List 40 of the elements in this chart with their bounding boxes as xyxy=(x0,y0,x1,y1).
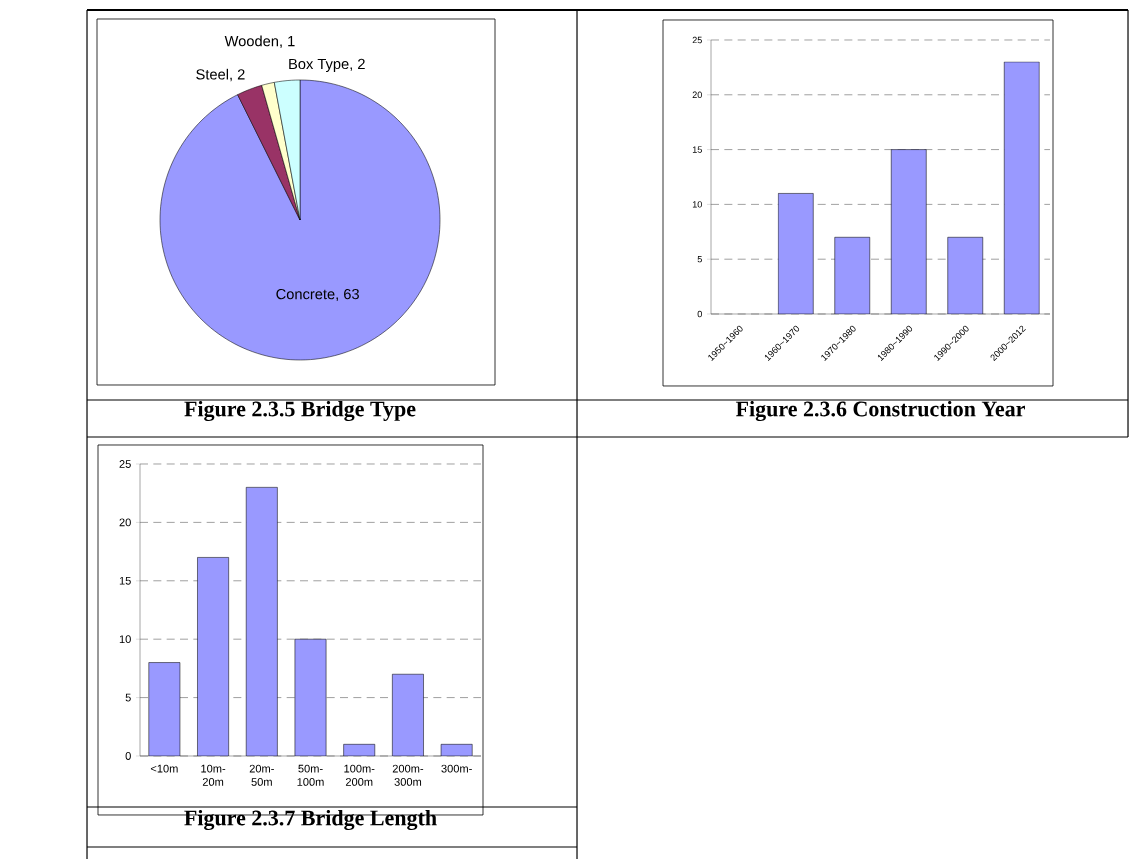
y-tick-label: 15 xyxy=(119,576,131,585)
text: Figure 2.3.5 Bridge Type xyxy=(184,400,416,422)
text: Figure 2.3.7 Bridge Length xyxy=(184,809,437,831)
bar xyxy=(197,557,229,756)
bar xyxy=(1003,61,1040,314)
data-label: , 1 xyxy=(280,36,295,49)
data-label: , 2 xyxy=(230,69,245,82)
data-label: , 63 xyxy=(336,288,359,302)
bar xyxy=(947,237,984,314)
slice-label: Concrete xyxy=(276,288,335,300)
bar xyxy=(777,193,814,314)
data-label: , 2 xyxy=(350,58,365,71)
slice-label: Wooden xyxy=(224,35,278,47)
x-tick-label: <10m xyxy=(150,764,178,773)
x-tick-label: 200m-300m xyxy=(392,764,424,786)
y-tick-label: 25 xyxy=(119,460,131,468)
y-tick-label: 10 xyxy=(692,201,702,208)
slice-label: Box Type xyxy=(289,58,349,73)
y-tick-label: 10 xyxy=(119,635,131,644)
y-tick-label: 20 xyxy=(119,518,131,527)
y-tick-label: 5 xyxy=(125,693,131,702)
text: Figure 2.3.6 Construction Year xyxy=(735,400,1025,422)
x-tick-label: 20m-50m xyxy=(249,764,274,786)
bar xyxy=(834,237,871,314)
y-tick-label: 15 xyxy=(692,146,702,153)
x-tick-label: 50m-100m xyxy=(297,764,324,786)
x-tick-label: 10m-20m xyxy=(201,764,226,786)
bar xyxy=(245,487,278,756)
slice-label: Steel xyxy=(196,68,229,80)
bar xyxy=(294,638,327,756)
y-tick-label: 20 xyxy=(692,91,702,98)
y-tick-label: 0 xyxy=(125,752,131,760)
y-tick-label: 5 xyxy=(697,256,702,263)
bar xyxy=(392,673,424,756)
y-tick-label: 25 xyxy=(692,36,702,44)
bar xyxy=(148,662,181,756)
x-tick-label: 100m-200m xyxy=(344,764,375,786)
bar xyxy=(890,149,927,314)
y-tick-label: 0 xyxy=(697,310,702,318)
x-tick-label: 300m- xyxy=(441,764,472,773)
